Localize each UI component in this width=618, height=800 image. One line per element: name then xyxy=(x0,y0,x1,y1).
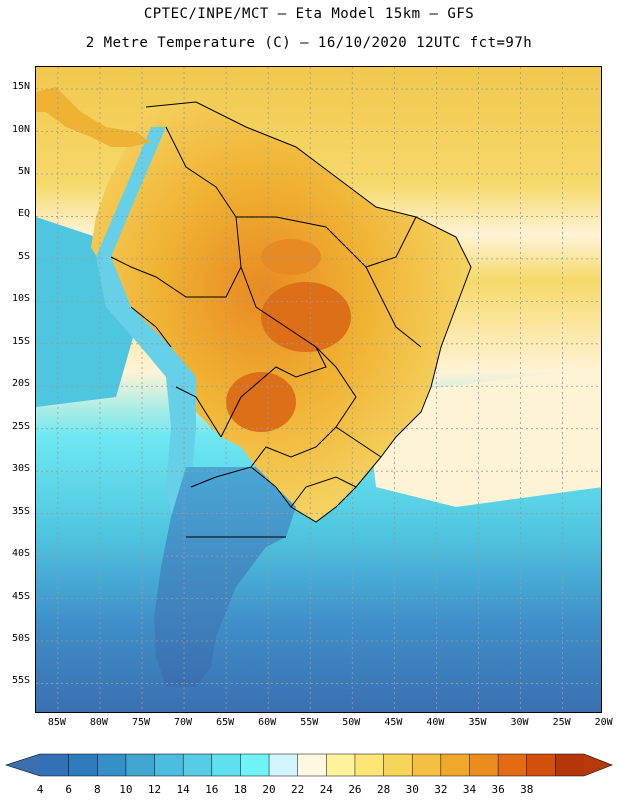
latitude-label: 50S xyxy=(11,632,30,644)
longitude-label: 35W xyxy=(468,717,487,728)
colorbar-swatch xyxy=(526,754,556,776)
longitude-label: 75W xyxy=(131,717,151,728)
colorbar-tick-label: 6 xyxy=(65,783,72,796)
colorbar-swatch xyxy=(68,754,98,776)
latitude-label: EQ xyxy=(17,208,30,220)
colorbar-swatch xyxy=(440,754,470,776)
colorbar-tick-label: 34 xyxy=(462,783,477,796)
colorbar-swatch xyxy=(354,754,385,776)
ocean-cool-band xyxy=(36,217,136,407)
colorbar-tick-label: 24 xyxy=(319,783,333,796)
colorbar-tick-label: 8 xyxy=(93,783,101,796)
longitude-label: 55W xyxy=(300,717,319,728)
country-borders xyxy=(110,101,472,538)
andes-cool-strip xyxy=(96,127,196,537)
colorbar-swatch xyxy=(498,754,528,776)
map-subtitle: 2 Metre Temperature (C) – 16/10/2020 12U… xyxy=(85,35,533,51)
latitude-label: 25S xyxy=(11,420,30,432)
latitude-label: 20S xyxy=(11,378,30,390)
colorbar-tick-label: 10 xyxy=(119,783,133,796)
latitude-label: 10N xyxy=(11,123,30,135)
hot-region-mato-grosso xyxy=(261,282,351,352)
hot-region-amazon xyxy=(261,239,321,275)
longitude-label: 85W xyxy=(47,717,66,728)
colorbar-tick-label: 20 xyxy=(262,783,276,796)
colorbar-tick-label: 38 xyxy=(520,783,534,796)
colorbar-swatch xyxy=(269,754,299,776)
longitude-label: 50W xyxy=(342,717,361,728)
colorbar-swatch xyxy=(97,754,127,776)
latitude-label: 45S xyxy=(11,590,30,602)
longitude-label: 20W xyxy=(594,717,613,728)
longitude-label: 65W xyxy=(216,717,235,728)
colorbar-swatch xyxy=(555,754,585,776)
colorbar-tick-label: 26 xyxy=(348,783,362,796)
colorbar-tick-label: 30 xyxy=(405,783,419,796)
patagonia-land xyxy=(154,467,296,687)
colorbar-tick-label: 22 xyxy=(291,783,305,796)
latitude-label: 40S xyxy=(11,548,30,560)
colorbar-swatch xyxy=(412,754,442,776)
colorbar-tick-label: 28 xyxy=(376,783,391,796)
longitude-label: 70W xyxy=(174,717,193,728)
longitude-label: 30W xyxy=(510,717,529,728)
colorbar-swatch xyxy=(40,754,70,776)
latitude-label: 30S xyxy=(11,463,30,475)
central-america-land xyxy=(36,87,151,147)
latitude-label: 5S xyxy=(17,250,30,262)
colorbar-swatch xyxy=(469,754,499,776)
latitude-label: 55S xyxy=(11,675,30,687)
colorbar-swatch xyxy=(326,754,356,776)
colorbar-high-arrow xyxy=(584,754,612,776)
latitude-label: 35S xyxy=(11,505,30,517)
colorbar-tick-label: 16 xyxy=(205,783,219,796)
latitude-label: 15N xyxy=(11,81,30,93)
colorbar-tick-label: 18 xyxy=(233,783,248,796)
colorbar-swatch xyxy=(240,754,270,776)
colorbar-swatch xyxy=(383,754,413,776)
map-title: CPTEC/INPE/MCT – Eta Model 15km – GFS xyxy=(143,6,475,22)
colorbar-tick-label: 36 xyxy=(491,783,505,796)
hot-region-paraguay xyxy=(226,372,296,432)
longitude-label: 80W xyxy=(89,717,108,728)
latitude-label: 10S xyxy=(11,293,30,305)
longitude-label: 40W xyxy=(426,717,445,728)
temperature-map[interactable] xyxy=(35,66,602,713)
colorbar-tick-label: 32 xyxy=(434,783,448,796)
longitude-label: 45W xyxy=(384,717,403,728)
colorbar-low-arrow xyxy=(6,754,40,776)
colorbar-swatch xyxy=(154,754,184,776)
colorbar xyxy=(5,753,613,777)
longitude-label: 25W xyxy=(552,717,571,728)
latitude-label: 5N xyxy=(17,165,30,177)
colorbar-swatch xyxy=(297,754,327,776)
longitude-label: 60W xyxy=(258,717,277,728)
colorbar-swatch xyxy=(211,754,241,776)
colorbar-tick-label: 14 xyxy=(176,783,190,796)
colorbar-tick-label: 4 xyxy=(36,783,44,796)
colorbar-swatch xyxy=(125,754,156,776)
colorbar-swatch xyxy=(183,754,213,776)
latitude-label: 15S xyxy=(11,335,30,347)
colorbar-tick-label: 12 xyxy=(147,783,162,796)
